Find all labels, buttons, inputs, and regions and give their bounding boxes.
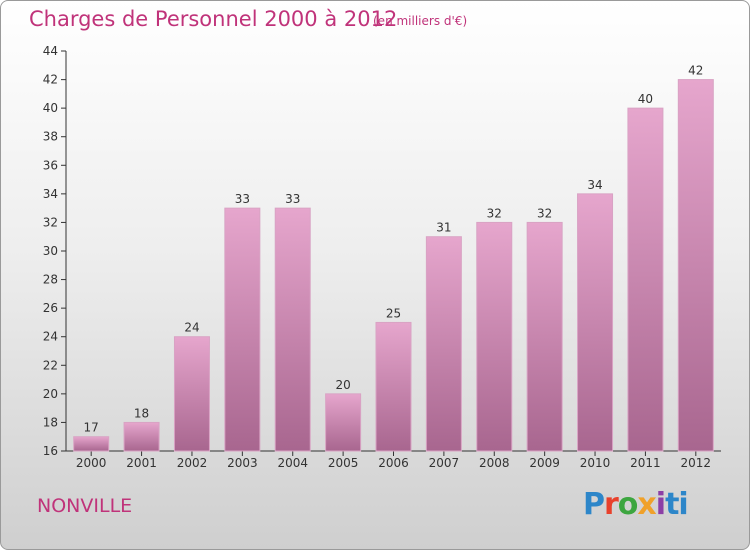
x-tick-label: 2010 [580,456,611,470]
y-tick-label: 30 [43,244,58,258]
bar-value-label: 42 [688,64,703,78]
bar-value-label: 24 [184,321,199,335]
y-tick-label: 32 [43,215,58,229]
x-tick-label: 2001 [126,456,157,470]
x-tick-label: 2006 [378,456,409,470]
y-tick-label: 22 [43,358,58,372]
y-tick-label: 36 [43,158,58,172]
bar-value-label: 33 [235,192,250,206]
x-tick-label: 2005 [328,456,359,470]
y-tick-label: 18 [43,415,58,429]
bar-value-label: 31 [436,221,451,235]
bar-2003 [224,207,261,452]
bar-2005 [325,393,362,452]
x-tick-label: 2007 [429,456,460,470]
bar-2008 [476,221,513,452]
bar-value-label: 40 [638,92,653,106]
bar-value-label: 20 [335,378,350,392]
bar-2011 [627,107,664,452]
bar-value-label: 32 [487,206,502,220]
bar-2012 [677,79,714,452]
bar-2009 [526,221,563,452]
y-tick-label: 38 [43,130,58,144]
bar-value-label: 32 [537,206,552,220]
bar-2010 [577,193,614,452]
y-tick-label: 28 [43,273,58,287]
bar-2001 [123,421,160,452]
y-tick-label: 20 [43,387,58,401]
x-tick-label: 2011 [630,456,661,470]
x-tick-label: 2004 [277,456,308,470]
x-tick-label: 2012 [681,456,712,470]
bar-value-label: 33 [285,192,300,206]
y-tick-label: 44 [43,44,58,58]
y-tick-label: 40 [43,101,58,115]
y-tick-label: 24 [43,330,58,344]
commune-name: NONVILLE [37,495,133,517]
x-tick-label: 2002 [177,456,208,470]
bar-value-label: 34 [587,178,602,192]
bar-2004 [274,207,311,452]
proxiti-logo: Proxiti [583,487,689,522]
x-tick-label: 2008 [479,456,510,470]
y-tick-label: 26 [43,301,58,315]
bar-2007 [425,236,462,452]
bar-2000 [73,436,110,452]
y-tick-label: 34 [43,187,58,201]
y-tick-label: 42 [43,73,58,87]
y-tick-label: 16 [43,444,58,458]
bar-2006 [375,321,412,452]
bar-value-label: 18 [134,406,149,420]
chart-title: Charges de Personnel 2000 à 2012 [29,7,398,31]
chart-subtitle: (en milliers d'€) [373,14,468,28]
bar-2002 [173,336,210,452]
bar-value-label: 25 [386,306,401,320]
x-tick-label: 2000 [76,456,107,470]
bar-value-label: 17 [84,421,99,435]
x-tick-label: 2003 [227,456,258,470]
x-tick-label: 2009 [529,456,560,470]
